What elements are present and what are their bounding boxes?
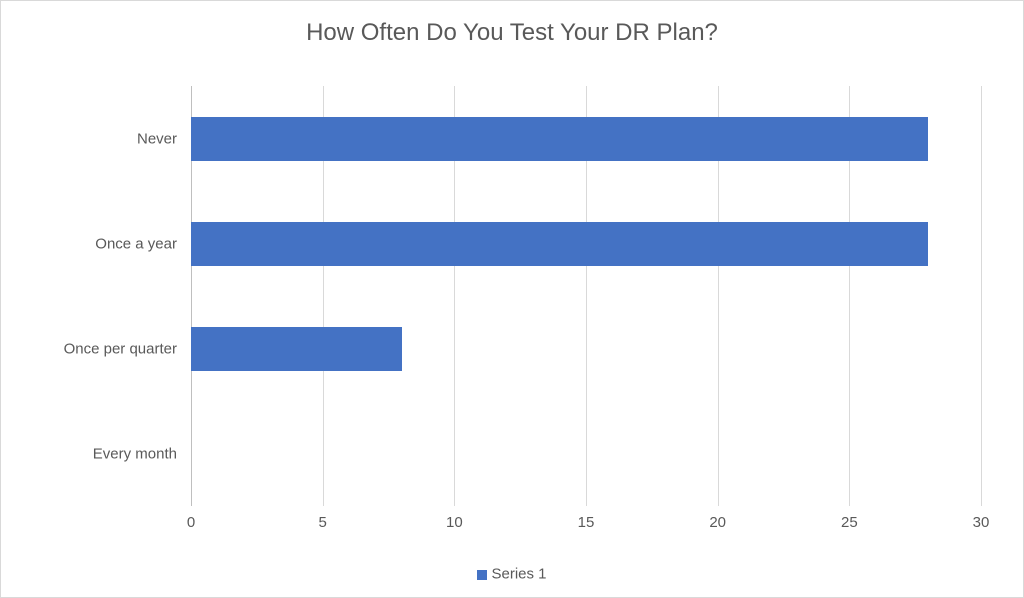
plot-area — [191, 86, 981, 506]
chart-container: How Often Do You Test Your DR Plan? Seri… — [0, 0, 1024, 598]
chart-title: How Often Do You Test Your DR Plan? — [1, 19, 1023, 47]
x-tick-label: 15 — [578, 514, 595, 531]
x-tick-label: 5 — [318, 514, 326, 531]
x-tick-label: 0 — [187, 514, 195, 531]
x-tick-label: 25 — [841, 514, 858, 531]
y-category-label: Once per quarter — [64, 340, 177, 357]
legend-swatch — [477, 570, 487, 580]
gridline — [981, 86, 982, 506]
x-tick-label: 30 — [973, 514, 990, 531]
bar — [191, 117, 928, 161]
x-tick-label: 20 — [709, 514, 726, 531]
bar — [191, 222, 928, 266]
y-category-label: Never — [137, 130, 177, 147]
y-category-label: Once a year — [95, 235, 177, 252]
y-category-label: Every month — [93, 445, 177, 462]
legend: Series 1 — [1, 565, 1023, 583]
bar — [191, 327, 402, 371]
legend-label: Series 1 — [491, 566, 546, 583]
x-tick-label: 10 — [446, 514, 463, 531]
